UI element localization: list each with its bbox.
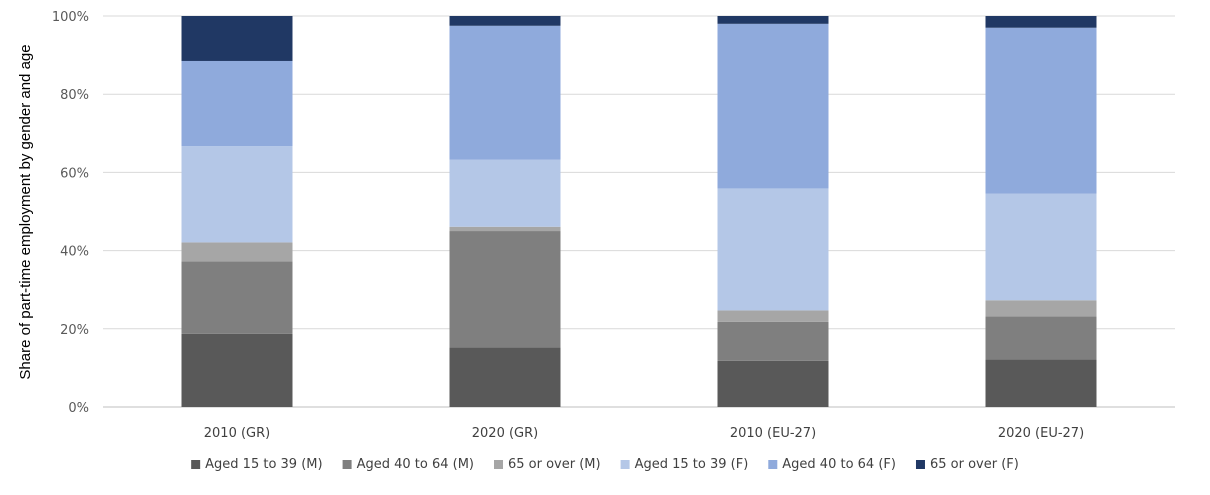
bar-segment: [985, 16, 1097, 28]
legend-item: Aged 15 to 39 (M): [191, 457, 323, 472]
bar-segment: [985, 359, 1097, 407]
bar-segment: [717, 360, 829, 407]
bars: [181, 16, 1097, 407]
bar-segment: [985, 300, 1097, 317]
bar-segment: [985, 27, 1097, 194]
bar-segment: [449, 16, 561, 26]
bar-segment: [449, 25, 561, 160]
bar-segment: [181, 261, 293, 334]
bar-segment: [985, 193, 1097, 301]
legend-label: Aged 40 to 64 (M): [357, 457, 474, 472]
legend-label: Aged 15 to 39 (M): [205, 457, 322, 472]
y-tick-label: 80%: [60, 88, 89, 103]
legend-swatch: [342, 460, 352, 469]
y-axis-ticks: 0% 20% 40% 60% 80% 100%: [52, 10, 89, 416]
bar-segment: [449, 231, 561, 348]
legend: Aged 15 to 39 (M) Aged 40 to 64 (M) 65 or …: [191, 457, 1019, 472]
bar-segment: [985, 316, 1097, 360]
bar-segment: [181, 16, 293, 61]
bar-segment: [449, 159, 561, 227]
bar-segment: [717, 16, 829, 24]
bar-segment: [181, 60, 293, 147]
legend-item: Aged 40 to 64 (M): [342, 457, 474, 472]
y-tick-label: 0%: [68, 401, 89, 416]
bar-segment: [717, 321, 829, 361]
legend-swatch: [494, 460, 504, 469]
legend-label: Aged 40 to 64 (F): [782, 457, 896, 472]
legend-label: Aged 15 to 39 (F): [635, 457, 749, 472]
legend-swatch: [768, 460, 778, 469]
bar-segment: [717, 188, 829, 311]
legend-item: 65 or over (M): [494, 457, 601, 472]
bar-segment: [449, 226, 561, 232]
bar-segment: [181, 146, 293, 243]
legend-item: Aged 40 to 64 (F): [768, 457, 896, 472]
legend-item: 65 or over (F): [915, 457, 1019, 472]
x-tick-label: 2020 (GR): [472, 426, 538, 441]
legend-swatch: [191, 460, 201, 469]
x-tick-label: 2010 (GR): [204, 426, 270, 441]
x-tick-label: 2010 (EU-27): [730, 426, 816, 441]
legend-label: 65 or over (M): [508, 457, 601, 472]
legend-label: 65 or over (F): [930, 457, 1019, 472]
bar-segment: [181, 242, 293, 262]
x-tick-label: 2020 (EU-27): [998, 426, 1084, 441]
y-tick-label: 60%: [60, 166, 89, 181]
legend-item: Aged 15 to 39 (F): [620, 457, 749, 472]
legend-swatch: [915, 460, 925, 469]
y-axis-label: Share of part-time employment by gender …: [17, 44, 34, 379]
x-axis-labels: 2010 (GR) 2020 (GR) 2010 (EU-27) 2020 (EU-2…: [204, 426, 1084, 441]
bar-segment: [181, 333, 293, 407]
y-tick-label: 100%: [52, 10, 89, 25]
y-tick-label: 20%: [60, 323, 89, 338]
bar-segment: [717, 310, 829, 322]
legend-swatch: [620, 460, 630, 469]
bar-segment: [449, 347, 561, 407]
bar-segment: [717, 23, 829, 189]
y-tick-label: 40%: [60, 245, 89, 260]
